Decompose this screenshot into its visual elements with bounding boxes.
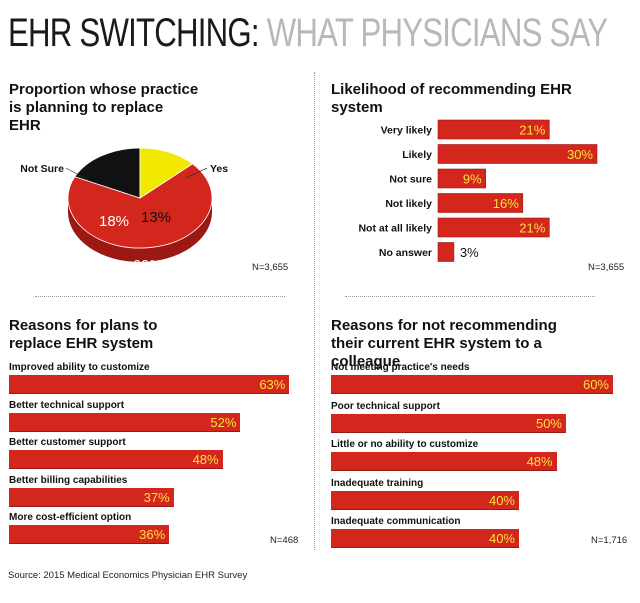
likelihood-bar xyxy=(437,119,550,140)
likelihood-bar xyxy=(437,217,550,238)
title-main: EHR SWITCHING: xyxy=(8,11,260,55)
replace-reason-value-label: 63% xyxy=(259,377,286,392)
likelihood-value-label: 3% xyxy=(460,245,479,260)
likelihood-category-label: Not sure xyxy=(389,174,432,186)
pie-leader-yes xyxy=(185,167,208,179)
not-recommend-reason-value-label: 40% xyxy=(488,492,515,508)
likelihood-bar xyxy=(437,144,598,164)
pie-slice-no xyxy=(67,163,213,249)
pie-title: Proportion whose practice is planning to… xyxy=(9,81,199,134)
replace-reason-bar xyxy=(9,525,170,543)
not-recommend-reason-category-label: Inadequate training xyxy=(331,477,424,489)
likelihood-bar xyxy=(437,168,487,189)
page-title: EHR SWITCHING: WHAT PHYSICIANS SAY xyxy=(8,10,608,56)
replace-sample-size: N=468 xyxy=(270,535,299,546)
not-recommend-reason-bar xyxy=(331,490,519,509)
pie-label-not-sure: 18% xyxy=(99,213,129,230)
replace-reason-category-label: Improved ability to customize xyxy=(9,362,150,373)
replace-reasons-title: Reasons for plans to replace EHR system xyxy=(9,317,158,352)
not-recommend-reason-bar xyxy=(331,529,519,547)
pie-outside-label-yes: Yes xyxy=(210,163,228,175)
replace-reason-value-label: 37% xyxy=(143,489,170,505)
replace-reason-bar xyxy=(9,412,241,431)
likelihood-title: Likelihood of recommending EHR system xyxy=(331,81,572,116)
not-recommend-reason-category-label: Inadequate communication xyxy=(331,516,461,527)
likelihood-value-label: 30% xyxy=(567,147,593,162)
right-divider xyxy=(345,296,595,297)
pie-leader-not-sure xyxy=(65,167,89,181)
likelihood-category-label: No answer xyxy=(379,247,432,259)
replace-reason-category-label: Better technical support xyxy=(9,399,125,411)
likelihood-chart: Very likely 21% Likely 30% Not sure 9% Not lik… xyxy=(358,119,598,262)
likelihood-bar xyxy=(437,193,524,213)
replace-reason-bar xyxy=(9,375,290,393)
pie-chart: No 69% 18% 13% Not Sure Yes xyxy=(20,147,228,274)
not-recommend-reason-value-label: 50% xyxy=(535,415,562,431)
likelihood-category-label: Likely xyxy=(402,149,432,161)
not-recommend-reason-value-label: 48% xyxy=(526,454,553,469)
not-recommend-reason-bar xyxy=(331,413,566,432)
replace-reason-category-label: More cost-efficient option xyxy=(9,512,132,523)
not-recommend-reason-value-label: 40% xyxy=(488,531,515,546)
not-recommend-reason-category-label: Poor technical support xyxy=(331,400,440,412)
not-recommend-reason-category-label: Little or no ability to customize xyxy=(331,439,479,450)
likelihood-value-label: 21% xyxy=(519,123,545,138)
likelihood-bar xyxy=(437,242,455,262)
pie-label-yes: 13% xyxy=(141,209,171,226)
not-recommend-reason-bar xyxy=(331,375,613,393)
likelihood-value-label: 16% xyxy=(493,196,519,211)
pie-slice-yes xyxy=(139,147,194,199)
source-note: Source: 2015 Medical Economics Physician… xyxy=(8,570,248,581)
replace-reason-value-label: 48% xyxy=(192,452,219,467)
pie-label-no: No 69% xyxy=(109,257,162,274)
replace-reason-bar xyxy=(9,487,174,506)
replace-reason-value-label: 52% xyxy=(210,414,237,430)
likelihood-value-label: 21% xyxy=(519,221,545,236)
title-sub: WHAT PHYSICIANS SAY xyxy=(266,11,608,55)
not-recommend-reason-bar xyxy=(331,452,557,470)
likelihood-category-label: Not at all likely xyxy=(358,223,432,235)
not-recommend-title: Reasons for not recommending their curre… xyxy=(331,317,557,370)
likelihood-sample-size: N=3,655 xyxy=(588,262,625,273)
left-divider xyxy=(35,296,285,297)
pie-outside-label-not-sure: Not Sure xyxy=(20,163,64,175)
replace-reason-value-label: 36% xyxy=(139,527,166,542)
replace-reason-bar xyxy=(9,450,223,468)
not-recommend-reason-value-label: 60% xyxy=(582,377,609,392)
replace-reason-category-label: Better billing capabilities xyxy=(9,474,128,486)
likelihood-category-label: Not likely xyxy=(385,198,432,210)
likelihood-value-label: 9% xyxy=(463,172,482,187)
pie-sample-size: N=3,655 xyxy=(252,262,289,273)
likelihood-category-label: Very likely xyxy=(381,125,433,137)
not-recommend-sample-size: N=1,716 xyxy=(591,535,628,546)
not-recommend-reason-category-label: Not meeting practice's needs xyxy=(331,362,470,373)
vertical-divider xyxy=(314,72,315,550)
replace-reason-category-label: Better customer support xyxy=(9,437,126,448)
